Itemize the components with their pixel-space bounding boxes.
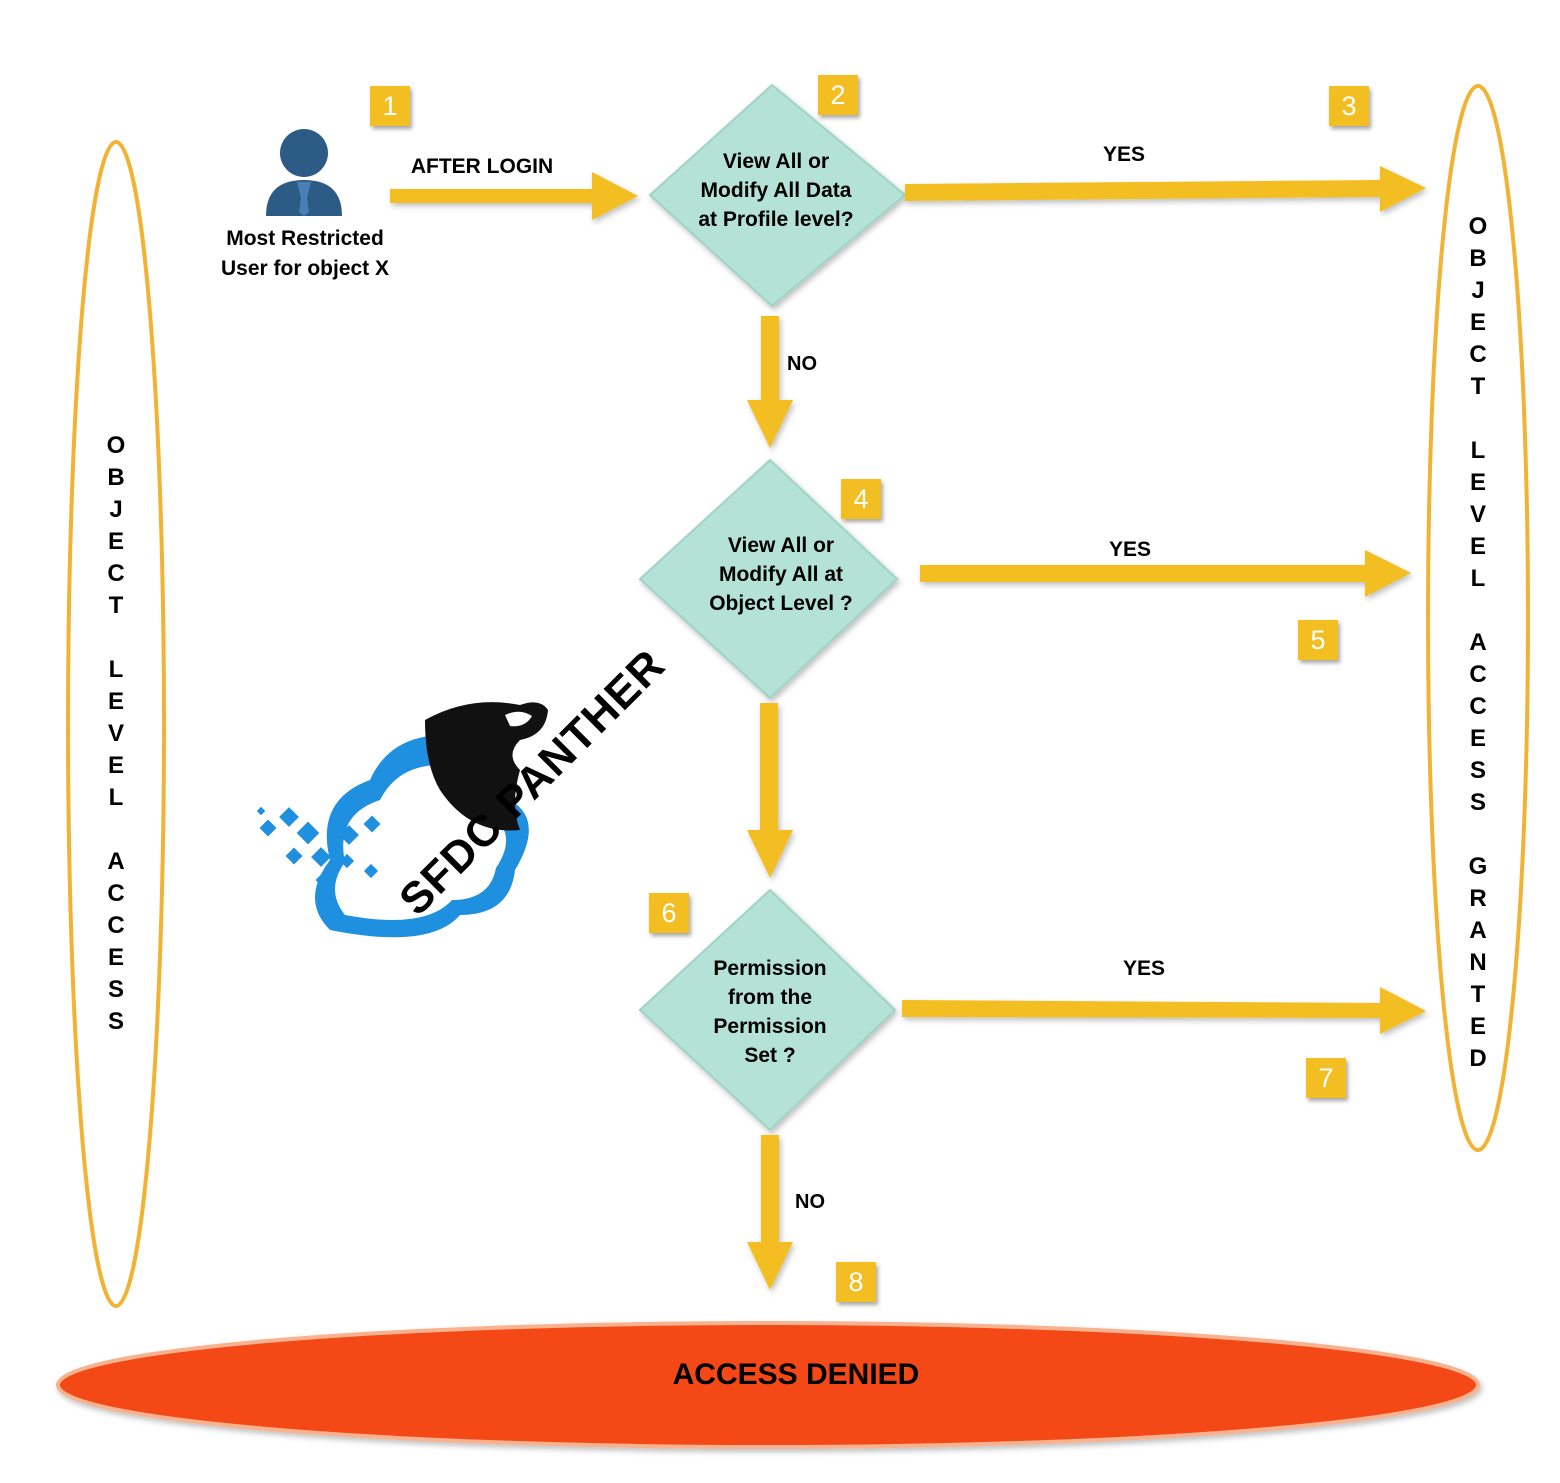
decision-object-text: View All or Modify All at Object Level ? [709, 534, 853, 615]
left-pill-outline [66, 140, 166, 1308]
step-badge-7: 7 [1306, 1058, 1346, 1098]
access-denied-label: ACCESS DENIED [672, 1358, 920, 1391]
user-icon [266, 129, 342, 216]
yes-label-object: YES [1108, 538, 1152, 561]
arrow-no-profile [747, 316, 793, 448]
right-pill-outline [1426, 84, 1530, 1152]
decision-profile-diamond [648, 83, 907, 308]
no-label-profile: NO [787, 353, 817, 375]
step-badge-2: 2 [818, 75, 858, 115]
decision-permset-diamond [638, 888, 897, 1132]
access-denied-ellipse [56, 1321, 1480, 1449]
step-badge-3: 3 [1329, 86, 1369, 126]
arrow-no-permset [747, 1135, 793, 1290]
arrow-down-object [747, 703, 793, 878]
yes-label-profile: YES [1102, 143, 1146, 166]
decision-object-diamond [638, 458, 899, 700]
decision-permset-text: Permission from the Permission Set ? [713, 957, 827, 1067]
panther-logo-icon [256, 702, 548, 938]
step-badge-6: 6 [649, 893, 689, 933]
step-badge-8: 8 [836, 1262, 876, 1302]
no-label-permset: NO [795, 1191, 825, 1213]
yes-label-permset: YES [1122, 957, 1166, 980]
arrow-yes-permset [902, 987, 1426, 1034]
step-badge-5: 5 [1298, 620, 1338, 660]
arrow-after-login [390, 172, 638, 220]
user-label-line1: Most Restricted [226, 227, 384, 250]
user-label: Most Restricted User for object X [200, 224, 410, 284]
arrow-yes-profile [905, 166, 1426, 212]
arrow-yes-object [920, 550, 1411, 597]
user-label-line2: User for object X [220, 257, 390, 280]
decision-profile-text: View All or Modify All Data at Profile l… [698, 150, 854, 231]
right-pill-text: O B J E C T L E V E L A C C E S S G R A … [1468, 213, 1488, 1072]
after-login-label: AFTER LOGIN [410, 155, 554, 178]
left-pill-text: O B J E C T L E V E L A C C E S S [106, 432, 126, 1035]
step-badge-4: 4 [841, 479, 881, 519]
step-badge-1: 1 [370, 86, 410, 126]
